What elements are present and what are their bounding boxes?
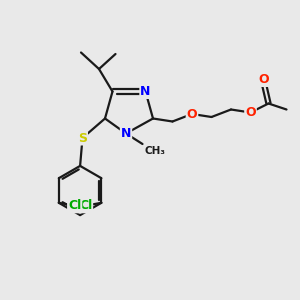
- Text: O: O: [245, 106, 256, 119]
- Text: S: S: [78, 131, 87, 145]
- Text: CH₃: CH₃: [145, 146, 166, 156]
- Text: O: O: [187, 107, 197, 121]
- Text: N: N: [121, 127, 131, 140]
- Text: Cl: Cl: [79, 199, 92, 212]
- Text: N: N: [140, 85, 151, 98]
- Text: O: O: [259, 73, 269, 86]
- Text: Cl: Cl: [68, 199, 81, 212]
